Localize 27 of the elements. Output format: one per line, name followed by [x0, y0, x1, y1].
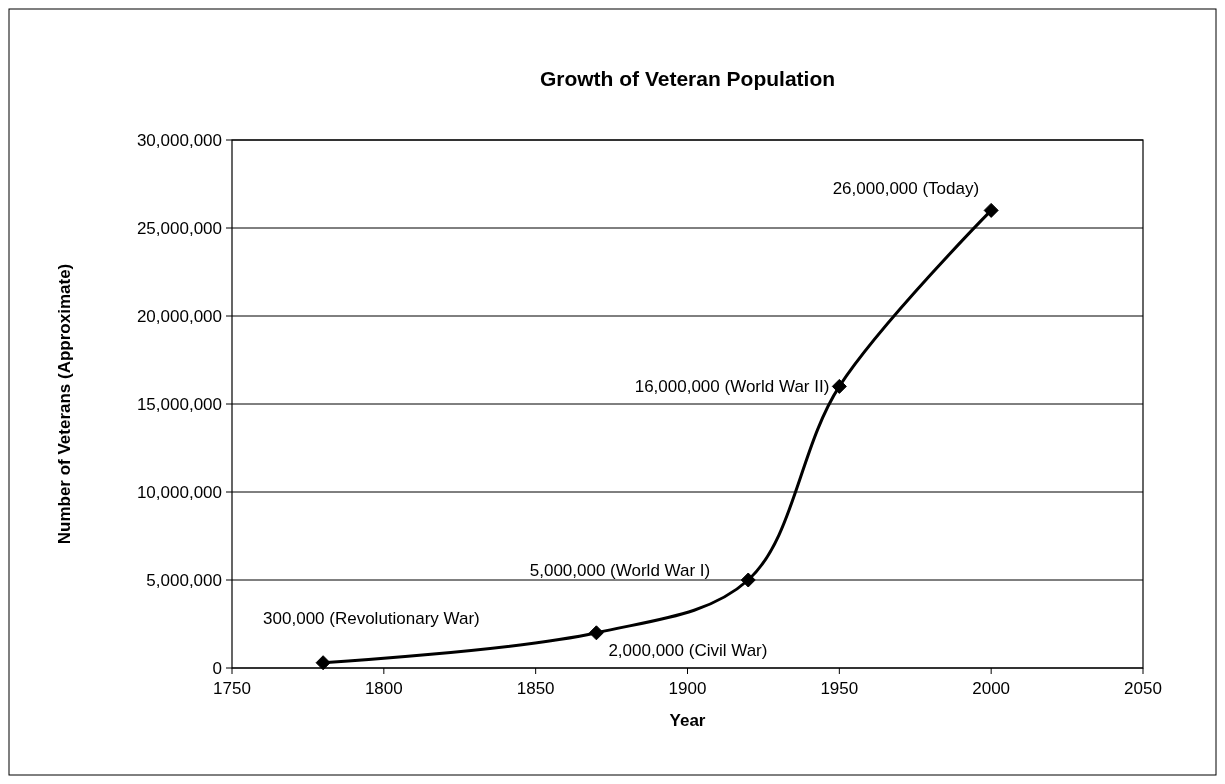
y-tick-label: 25,000,000 [136, 218, 222, 238]
y-tick-label: 0 [212, 658, 222, 678]
point [831, 378, 847, 394]
x-tick-label: 1750 [213, 679, 251, 698]
y-tick-label: 15,000,000 [136, 394, 222, 414]
x-tick-label: 1900 [668, 679, 707, 698]
chart-title: Growth of Veteran Population [539, 67, 836, 90]
annotation: 26,000,000 (Today) [832, 179, 980, 199]
y-axis-title: Number of Veterans (Approximate) [55, 263, 74, 545]
x-tick-label: 1800 [364, 679, 403, 698]
annotation: 16,000,000 (World War II) [634, 377, 830, 397]
annotation: 2,000,000 (Civil War) [608, 640, 768, 660]
y-tick-label: 30,000,000 [136, 130, 222, 150]
point [588, 625, 604, 641]
y-tick-label: 10,000,000 [136, 482, 222, 502]
point [740, 572, 756, 588]
annotation: 5,000,000 (World War I) [529, 560, 711, 580]
x-tick-label: 2050 [1124, 679, 1162, 698]
x-tick-label: 2000 [972, 679, 1011, 698]
y-tick-label: 20,000,000 [136, 306, 222, 326]
x-tick-label: 1850 [516, 679, 555, 698]
annotation: 300,000 (Revolutionary War) [263, 608, 480, 628]
x-axis-title: Year [669, 711, 706, 730]
point [983, 202, 999, 218]
point [315, 655, 331, 671]
x-tick-label: 1950 [820, 679, 859, 698]
y-tick-label: 5,000,000 [146, 570, 222, 590]
